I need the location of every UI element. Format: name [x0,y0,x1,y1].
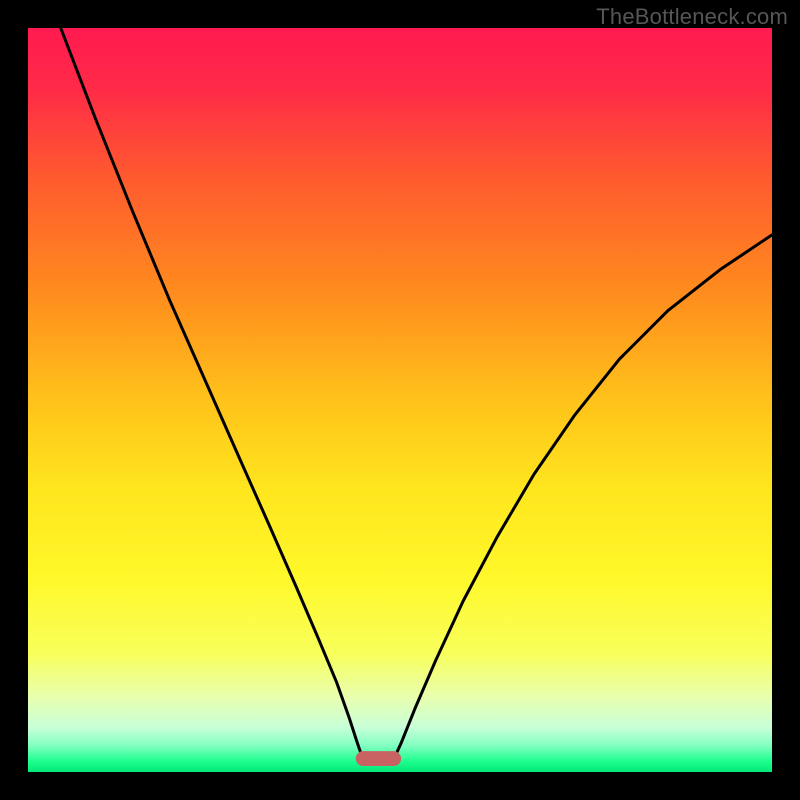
chart-container: TheBottleneck.com [0,0,800,800]
watermark-text: TheBottleneck.com [596,4,788,30]
optimum-marker [356,751,401,766]
gradient-background [28,28,772,772]
plot-area [28,28,772,772]
gradient-chart-svg [28,28,772,772]
